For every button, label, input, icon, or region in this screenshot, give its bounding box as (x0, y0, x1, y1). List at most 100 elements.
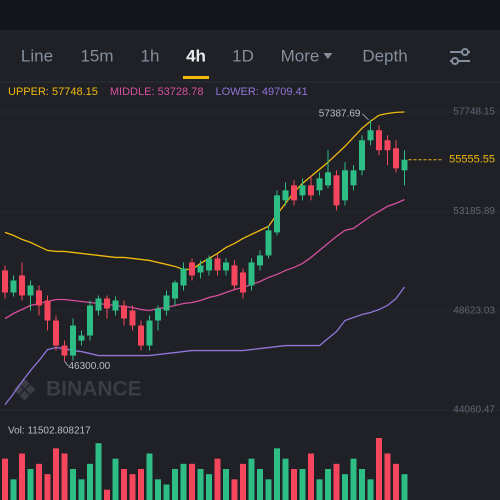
high-pointer (362, 113, 369, 121)
candle-body (333, 175, 340, 206)
settings-icon[interactable] (450, 48, 470, 65)
volume-bar (325, 469, 331, 500)
volume-bar (138, 469, 144, 500)
volume-bar (333, 463, 340, 500)
volume-bar (223, 469, 229, 500)
volume-label: Vol: 11502.808217 (8, 426, 91, 437)
volume-bar (10, 479, 17, 500)
candle-body (240, 272, 246, 293)
volume-bar (189, 463, 195, 500)
tab[interactable]: Line (21, 46, 53, 65)
tab[interactable]: 1h (141, 46, 160, 65)
candle-body (197, 265, 204, 273)
volume-bar (291, 469, 297, 500)
volume-bar (316, 479, 323, 500)
candle-body (19, 275, 25, 296)
y-tick-label: 53185.89 (453, 206, 495, 217)
volume-bar (282, 458, 289, 500)
volume-bar (197, 469, 204, 500)
candle-body (350, 170, 357, 186)
plot: UPPER: 57748.15 MIDDLE: 53728.78 LOWER: 49… (0, 86, 500, 500)
volume-bar (350, 458, 357, 500)
candle-body (257, 255, 263, 266)
volume-bar (206, 474, 212, 500)
volume-bar (121, 469, 127, 500)
candle-body (248, 262, 255, 286)
candle-body (223, 262, 229, 271)
volume-bar (359, 469, 365, 500)
last-price-label: 55555.55 (449, 154, 495, 166)
tab[interactable]: 4h (186, 46, 206, 65)
candle-body (189, 262, 195, 276)
high-label: 57387.69 (319, 109, 361, 120)
volume-bar (36, 463, 42, 500)
volume-bar (155, 479, 161, 500)
slider-knob (461, 48, 469, 56)
candle-body (112, 300, 119, 311)
y-tick-label: 48623.03 (453, 305, 495, 316)
volume-bar (104, 489, 110, 500)
candle-body (342, 170, 348, 201)
legend-entry: MIDDLE: 53728.78 (110, 86, 204, 98)
candle-body (299, 185, 306, 196)
candle-body (2, 270, 8, 293)
candle-body (265, 230, 272, 256)
volume-bar (342, 474, 348, 500)
volume-bar (257, 469, 263, 500)
volume-bar (27, 469, 34, 500)
band-line (4, 111, 405, 271)
slider-knob (451, 57, 459, 65)
legend-entry: LOWER: 49709.41 (215, 86, 307, 98)
volume-bar (19, 453, 25, 500)
candle-body (53, 320, 59, 346)
top-strip (0, 0, 500, 30)
volume-bar (95, 443, 102, 500)
volume-bar (231, 479, 238, 500)
tab-underline (183, 76, 209, 79)
candle-body (78, 335, 85, 341)
candle-body (44, 300, 51, 321)
candle-body (393, 148, 399, 169)
tab[interactable]: Depth (362, 46, 407, 65)
candle-body (104, 298, 110, 309)
volume-bar (70, 469, 76, 500)
volume-bar (87, 463, 93, 500)
volume-bar (172, 469, 178, 500)
watermark: BINANCE (46, 378, 142, 401)
candle-body (146, 320, 153, 346)
volume-bar (299, 469, 306, 500)
candle-body (231, 265, 238, 286)
candle-body (87, 305, 93, 336)
volume-bar (146, 453, 153, 500)
volume-bar (2, 458, 8, 500)
volume-bar (112, 458, 119, 500)
volume-bar (78, 479, 85, 500)
candle-body (10, 280, 17, 293)
candle-body (206, 258, 212, 271)
candle-body (401, 159, 408, 171)
candle-body (282, 190, 289, 201)
candle-body (308, 185, 314, 196)
candle-body (70, 325, 76, 356)
dropdown-caret (323, 53, 333, 59)
volume-bar (376, 438, 382, 500)
candle-body (27, 285, 34, 296)
candle-body (129, 310, 136, 326)
volume-bar (367, 479, 374, 500)
legend-entry: UPPER: 57748.15 (8, 86, 98, 98)
candle-body (172, 282, 178, 299)
volume-bar (240, 463, 246, 500)
tab[interactable]: 1D (232, 46, 254, 65)
candle-body (214, 258, 221, 271)
volume-bar (384, 453, 391, 500)
low-label: 46300.00 (69, 361, 111, 372)
tab[interactable]: 15m (80, 46, 113, 65)
candle-body (155, 308, 161, 321)
candle-body (316, 178, 323, 191)
tab[interactable]: More (281, 46, 320, 65)
y-tick-label: 44060.47 (453, 405, 495, 416)
volume-bar (274, 448, 280, 500)
candle-body (61, 345, 68, 356)
